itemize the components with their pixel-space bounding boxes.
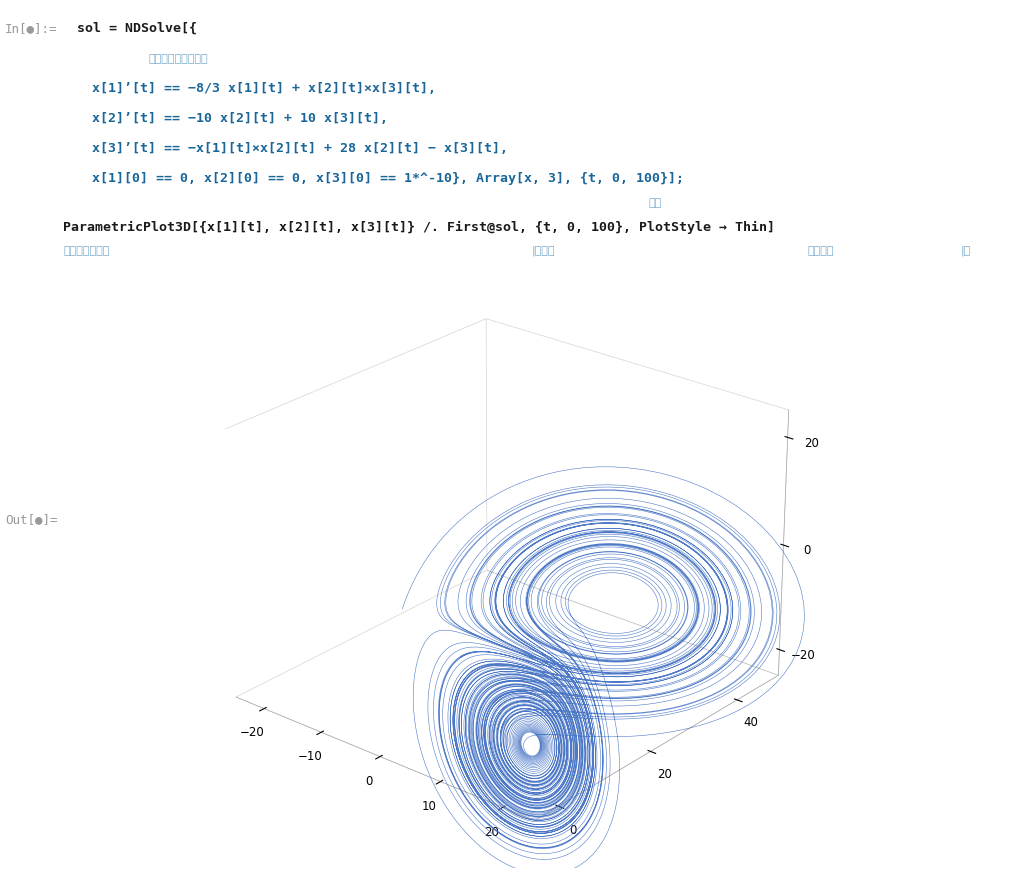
Text: x[3]’[t] == −x[1][t]×x[2][t] + 28 x[2][t] − x[3][t],: x[3]’[t] == −x[1][t]×x[2][t] + 28 x[2][t… [92,142,508,155]
Text: 绘图样式: 绘图样式 [807,246,834,255]
Text: sol = NDSolve[{: sol = NDSolve[{ [77,22,196,35]
Text: |细: |细 [961,246,971,256]
Text: Out[●]=: Out[●]= [5,513,57,526]
Text: ParametricPlot3D[{x[1][t], x[2][t], x[3][t]} /. First@sol, {t, 0, 100}, PlotStyl: ParametricPlot3D[{x[1][t], x[2][t], x[3]… [63,221,776,234]
Text: x[2]’[t] == −10 x[2][t] + 10 x[3][t],: x[2]’[t] == −10 x[2][t] + 10 x[3][t], [92,112,388,125]
Text: |第一个: |第一个 [531,246,555,256]
Text: x[1]’[t] == −8/3 x[1][t] + x[2][t]×x[3][t],: x[1]’[t] == −8/3 x[1][t] + x[2][t]×x[3][… [92,82,436,96]
Text: 数值求解微分方程组: 数值求解微分方程组 [148,54,207,64]
Text: 数组: 数组 [649,198,662,208]
Text: 绘制三维参数图: 绘制三维参数图 [63,246,109,255]
Text: x[1][0] == 0, x[2][0] == 0, x[3][0] == 1*^-10}, Array[x, 3], {t, 0, 100}];: x[1][0] == 0, x[2][0] == 0, x[3][0] == 1… [92,172,684,185]
Text: In[●]:=: In[●]:= [5,22,57,35]
